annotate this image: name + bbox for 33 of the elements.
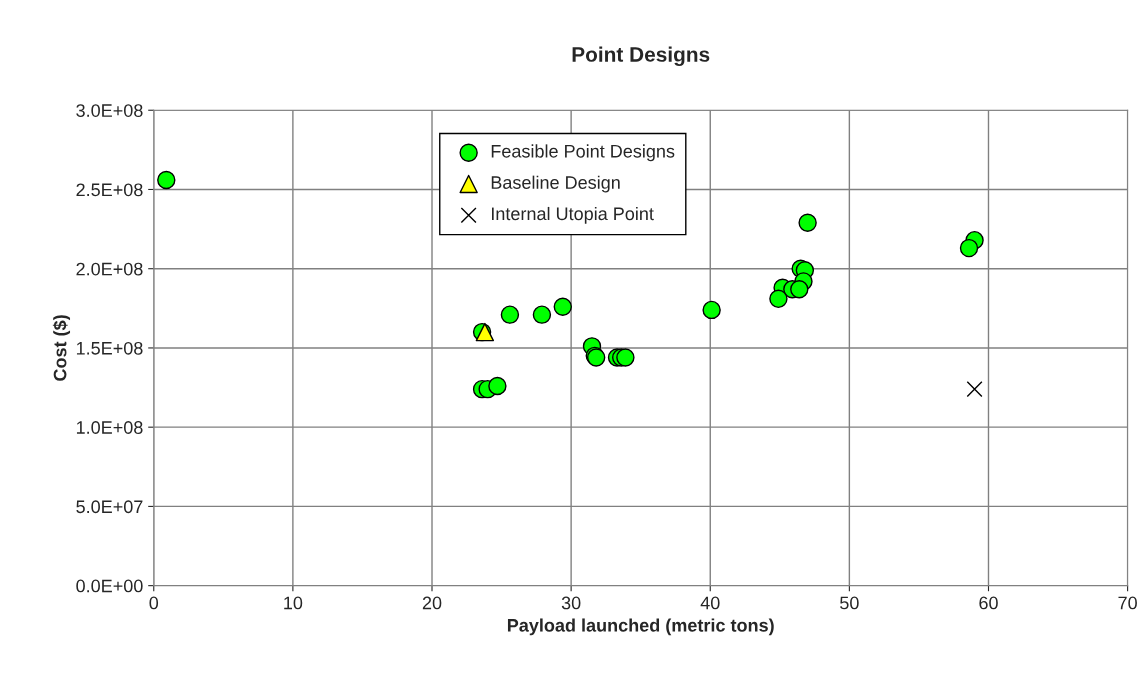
x-tick-label: 10 [284, 596, 303, 610]
point [616, 348, 635, 367]
point [532, 305, 552, 324]
point [500, 305, 520, 324]
legend-label: Baseline Design [491, 175, 620, 193]
point [790, 280, 809, 299]
point [157, 170, 176, 190]
x-tick-label: 50 [840, 596, 859, 610]
point [488, 376, 507, 396]
x-tick-label: 70 [1118, 596, 1137, 610]
x-axis-title: Payload launched (metric tons) [507, 618, 774, 636]
y-tick-label: 2.5E+08 [76, 183, 143, 197]
point [553, 297, 572, 316]
y-tick-label: 5.0E+07 [76, 500, 143, 514]
x-tick-label: 30 [561, 596, 581, 610]
legend-label: Feasible Point Designs [491, 144, 675, 162]
legend-label: Internal Utopia Point [491, 206, 654, 224]
y-tick-label: 3.0E+08 [76, 104, 143, 117]
point [702, 300, 721, 320]
x-tick-label: 40 [700, 596, 720, 610]
point [798, 213, 817, 232]
x-tick-label: 60 [979, 596, 998, 610]
point [769, 289, 788, 309]
y-tick-label: 1.0E+08 [76, 421, 143, 434]
x-tick-label: 0 [149, 596, 159, 610]
y-tick-label: 1.5E+08 [76, 341, 143, 355]
point [959, 238, 979, 258]
x-tick-label: 20 [422, 596, 442, 610]
y-axis-title: Cost ($) [52, 315, 71, 381]
chart-title: Point Designs [572, 46, 710, 67]
point [966, 381, 983, 398]
y-tick-label: 0.0E+00 [76, 579, 143, 593]
y-tick-label: 2.0E+08 [76, 262, 143, 276]
